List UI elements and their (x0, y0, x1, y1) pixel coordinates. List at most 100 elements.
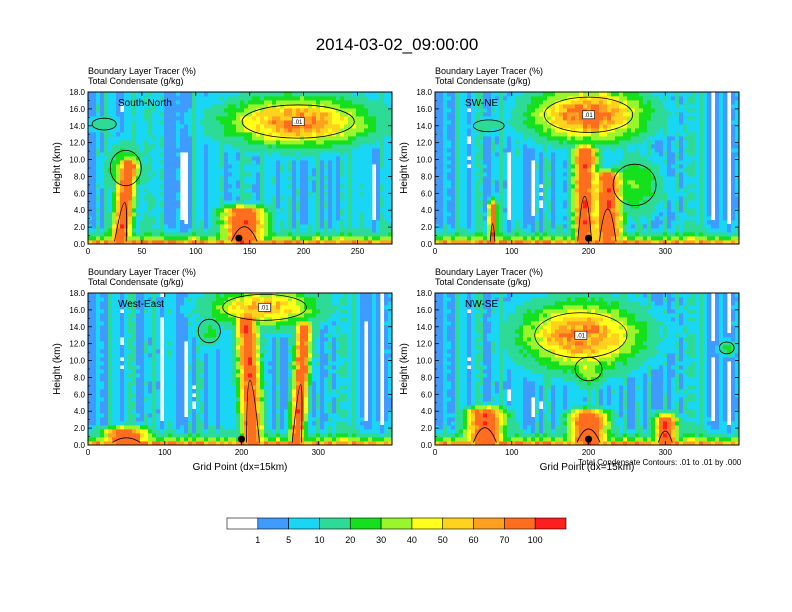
heatmap-cell (547, 120, 552, 125)
heatmap-cell (224, 164, 229, 169)
heatmap-cell (491, 108, 496, 113)
heatmap-cell (184, 92, 189, 97)
heatmap-cell (364, 148, 369, 153)
heatmap-cell (220, 132, 225, 137)
heatmap-cell (168, 104, 173, 109)
heatmap-cell (112, 160, 117, 165)
heatmap-cell (240, 124, 245, 129)
heatmap-cell (216, 180, 221, 185)
heatmap-cell (567, 132, 572, 137)
heatmap-cell (160, 168, 165, 173)
heatmap-cell (96, 208, 101, 213)
heatmap-cell (511, 228, 516, 233)
heatmap-cell (551, 228, 556, 233)
heatmap-cell (208, 232, 213, 237)
heatmap-cell (244, 100, 249, 105)
heatmap-cell (304, 152, 309, 157)
heatmap-cell (471, 100, 476, 105)
heatmap-cell (192, 108, 197, 113)
heatmap-cell (535, 204, 540, 209)
heatmap-cell (639, 220, 644, 225)
heatmap-cell (539, 228, 544, 233)
heatmap-cell (551, 152, 556, 157)
x-tick-label: 0 (86, 247, 91, 256)
heatmap-cell (348, 216, 353, 221)
heatmap-cell (575, 180, 580, 185)
heatmap-cell (655, 216, 660, 221)
heatmap-cell (631, 112, 636, 117)
heatmap-cell (104, 240, 109, 245)
heatmap-cell (332, 196, 337, 201)
heatmap-cell (264, 112, 269, 117)
heatmap-cell (447, 200, 452, 205)
heatmap-cell (651, 156, 656, 161)
heatmap-cell (212, 116, 217, 121)
heatmap-cell (128, 112, 133, 117)
heatmap-cell (88, 120, 93, 125)
heatmap-cell (459, 240, 464, 245)
heatmap-cell (296, 172, 301, 177)
heatmap-cell (443, 132, 448, 137)
heatmap-cell (551, 168, 556, 173)
heatmap-cell (571, 180, 576, 185)
heatmap-cell (479, 152, 484, 157)
heatmap-cell (144, 148, 149, 153)
heatmap-cell (132, 104, 137, 109)
heatmap-cell (475, 216, 480, 221)
heatmap-cell (571, 104, 576, 109)
heatmap-cell (156, 176, 161, 181)
heatmap-cell (384, 208, 389, 213)
heatmap-cell (104, 208, 109, 213)
heatmap-cell (220, 236, 225, 241)
heatmap-cell (567, 112, 572, 117)
heatmap-cell (168, 144, 173, 149)
heatmap-cell (172, 216, 177, 221)
heatmap-cell (176, 108, 181, 113)
heatmap-cell (136, 212, 141, 217)
heatmap-cell (647, 212, 652, 217)
heatmap-cell (264, 116, 269, 121)
heatmap-cell (491, 232, 496, 237)
heatmap-cell (547, 180, 552, 185)
heatmap-cell (603, 236, 608, 241)
heatmap-cell (535, 100, 540, 105)
heatmap-cell (639, 200, 644, 205)
heatmap-cell (140, 128, 145, 133)
heatmap-cell (479, 192, 484, 197)
heatmap-cell (96, 148, 101, 153)
heatmap-cell (160, 92, 165, 97)
heatmap-cell (88, 192, 93, 197)
heatmap-cell (463, 208, 468, 213)
heatmap-cell (320, 180, 325, 185)
heatmap-cell (232, 188, 237, 193)
heatmap-cell (475, 112, 480, 117)
heatmap-cell (200, 128, 205, 133)
heatmap-cell (280, 160, 285, 165)
heatmap-cell (439, 128, 444, 133)
heatmap-cell (563, 228, 568, 233)
heatmap-cell (116, 112, 121, 117)
heatmap-cell (152, 148, 157, 153)
heatmap-cell (559, 172, 564, 177)
heatmap-cell (140, 216, 145, 221)
heatmap-cell (148, 116, 153, 121)
heatmap-cell (332, 240, 337, 245)
heatmap-cell (296, 164, 301, 169)
heatmap-cell (491, 212, 496, 217)
heatmap-cell (527, 184, 532, 189)
heatmap-cell (471, 148, 476, 153)
heatmap-cell (336, 224, 341, 229)
heatmap-cell (499, 112, 504, 117)
heatmap-cell (575, 208, 580, 213)
heatmap-cell (288, 216, 293, 221)
heatmap-cell (643, 196, 648, 201)
heatmap-cell (108, 140, 113, 145)
heatmap-cell (495, 224, 500, 229)
heatmap-cell (611, 204, 616, 209)
heatmap-cell (611, 96, 616, 101)
heatmap-cell (623, 228, 628, 233)
heatmap-cell (451, 184, 456, 189)
heatmap-cell (148, 156, 153, 161)
heatmap-cell (324, 92, 329, 97)
heatmap-cell (511, 192, 516, 197)
